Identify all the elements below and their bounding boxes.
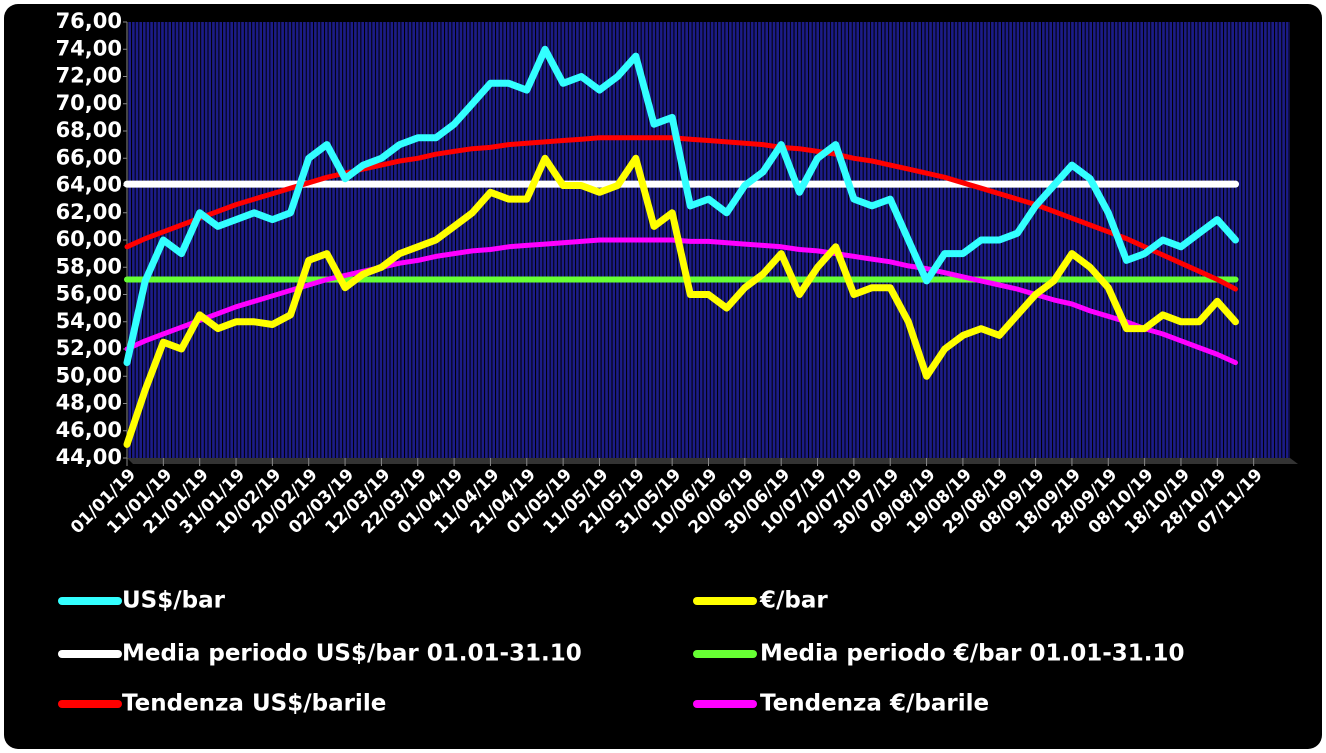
y-tick-label: 74,00 <box>56 36 122 60</box>
y-tick-label: 70,00 <box>56 91 122 115</box>
y-tick-label: 76,00 <box>56 9 122 33</box>
y-tick-label: 56,00 <box>56 282 122 306</box>
legend-label: Tendenza US$/barile <box>122 691 386 717</box>
y-tick-label: 60,00 <box>56 227 122 251</box>
y-tick-label: 54,00 <box>56 309 122 333</box>
y-tick-label: 66,00 <box>56 145 122 169</box>
y-tick-label: 50,00 <box>56 363 122 387</box>
y-tick-label: 72,00 <box>56 64 122 88</box>
y-tick-label: 44,00 <box>56 445 122 469</box>
plot-floor <box>127 458 1298 464</box>
y-tick-label: 68,00 <box>56 118 122 142</box>
legend-label: Tendenza €/barile <box>760 691 989 717</box>
legend-label: US$/bar <box>122 588 226 614</box>
legend-label: €/bar <box>759 588 828 614</box>
series-line <box>124 135 1238 292</box>
legend-label: Media periodo US$/bar 01.01-31.10 <box>122 641 582 667</box>
series-line <box>123 45 1239 367</box>
y-tick-label: 62,00 <box>56 200 122 224</box>
y-tick-label: 64,00 <box>56 173 122 197</box>
y-tick-label: 48,00 <box>56 391 122 415</box>
legend-label: Media periodo €/bar 01.01-31.10 <box>760 641 1185 667</box>
y-tick-label: 58,00 <box>56 254 122 278</box>
y-tick-label: 52,00 <box>56 336 122 360</box>
y-tick-label: 46,00 <box>56 418 122 442</box>
series-line <box>123 154 1239 448</box>
